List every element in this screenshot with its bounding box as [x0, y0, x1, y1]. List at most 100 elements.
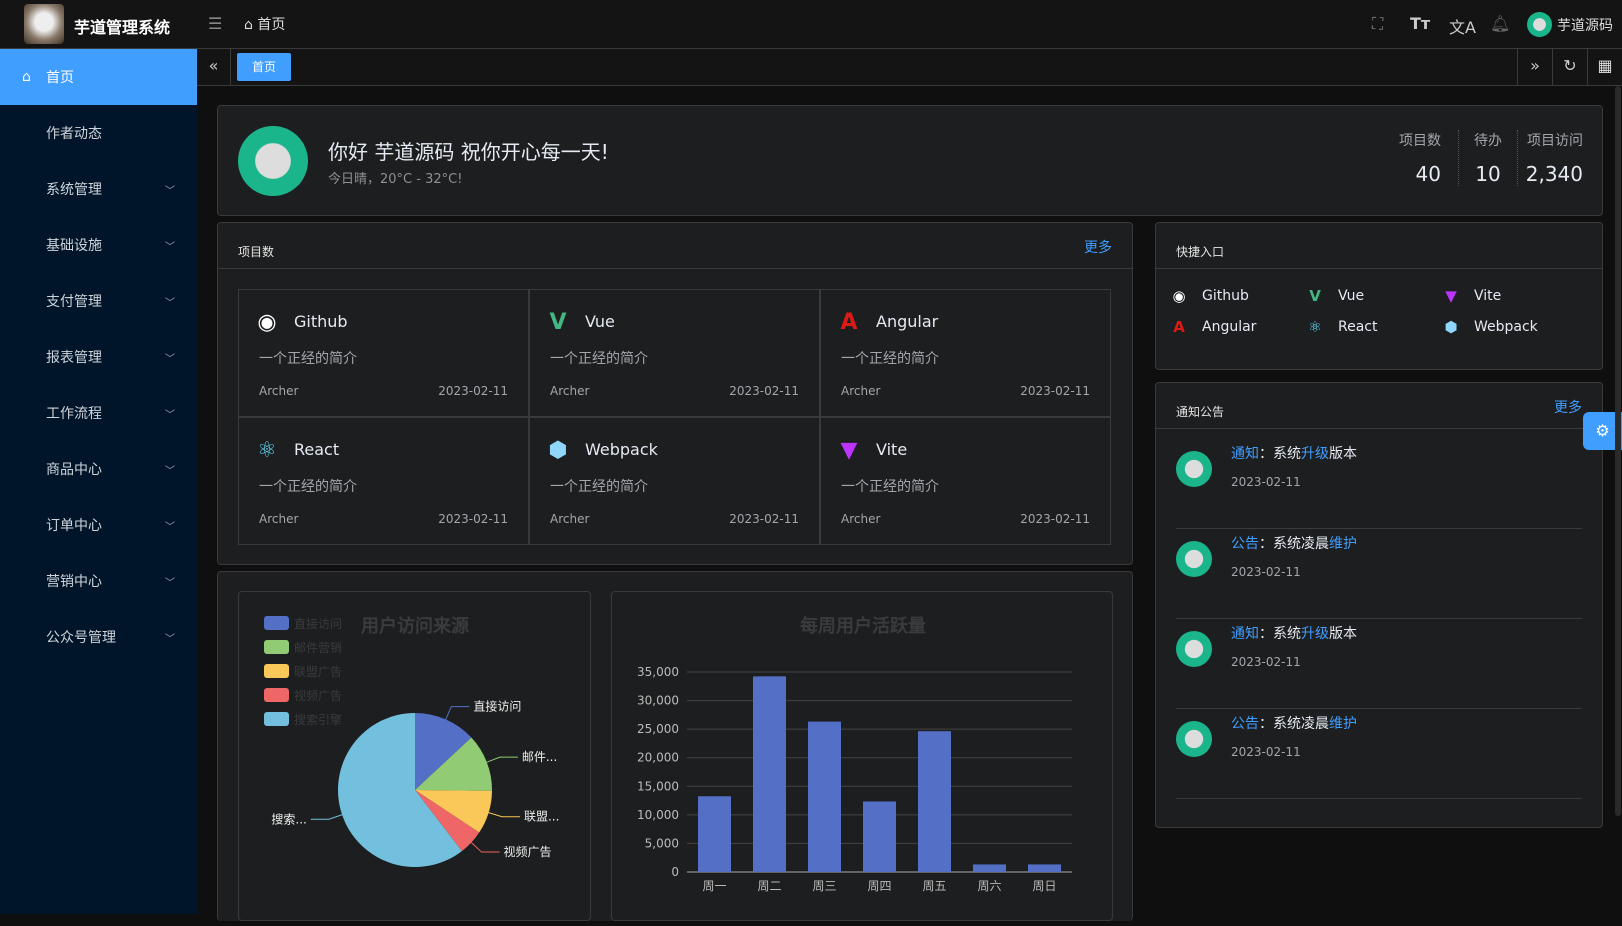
quick-link-vite[interactable]: ▼ Vite [1442, 287, 1501, 305]
bar[interactable] [753, 676, 786, 872]
pie-slice-label: 视频广告 [504, 844, 552, 859]
project-desc: 一个正经的简介 [259, 351, 357, 367]
font-size-icon[interactable]: Tт [1410, 14, 1431, 33]
menu-toggle-icon[interactable]: ☰ [208, 14, 223, 33]
refresh-icon[interactable]: ↻ [1552, 49, 1587, 85]
sidebar-item-label: 订单中心 [46, 518, 102, 534]
chevron-down-icon: ﹀ [165, 521, 175, 533]
translate-icon[interactable]: 文A [1449, 18, 1476, 37]
notice-more-link[interactable]: 更多 [1554, 400, 1582, 416]
pie-slice-label: 联盟... [524, 810, 559, 824]
sidebar-item-label: 营销中心 [46, 574, 102, 590]
legend-swatch[interactable] [264, 640, 289, 654]
pie-slice[interactable] [415, 737, 492, 791]
quick-link-webpack[interactable]: ⬢ Webpack [1442, 318, 1537, 336]
project-card-github[interactable]: ◉ Github 一个正经的简介 Archer 2023-02-11 [238, 289, 529, 417]
notice-text-pre: ：系统凌晨 [1259, 716, 1329, 732]
sidebar-item-infra[interactable]: 基础设施 ﹀ [0, 217, 197, 273]
bar[interactable] [808, 721, 841, 872]
notice-type[interactable]: 通知 [1231, 626, 1259, 642]
notice-text-pre: ：系统凌晨 [1259, 536, 1329, 552]
grid-menu-icon[interactable]: ▦ [1587, 49, 1622, 85]
pie-slice[interactable] [415, 790, 492, 833]
github-icon: ◉ [1172, 287, 1186, 305]
sidebar-item-order[interactable]: 订单中心 ﹀ [0, 497, 197, 553]
notice-type[interactable]: 通知 [1231, 446, 1259, 462]
scroll-right-icon[interactable]: » [1517, 49, 1552, 85]
legend-swatch[interactable] [264, 664, 289, 678]
user-name[interactable]: 芋道源码 [1557, 18, 1613, 34]
quick-link-label: Angular [1202, 319, 1257, 335]
sidebar-item-marketing[interactable]: 营销中心 ﹀ [0, 553, 197, 609]
y-tick-label: 35,000 [637, 665, 679, 679]
scrollbar[interactable] [1615, 86, 1621, 816]
stat-label: 待办 [1474, 133, 1502, 149]
bar[interactable] [973, 864, 1006, 872]
projects-more-link[interactable]: 更多 [1084, 240, 1112, 256]
y-tick-label: 0 [671, 865, 679, 879]
vue-icon: V [1309, 287, 1321, 305]
home-icon: ⌂ [244, 17, 253, 33]
project-card-vue[interactable]: V Vue 一个正经的简介 Archer 2023-02-11 [529, 289, 820, 417]
sidebar-item-label: 系统管理 [46, 182, 102, 198]
sidebar-item-home[interactable]: ⌂ 首页 [0, 49, 197, 105]
pie-slice[interactable] [338, 713, 462, 867]
project-name: Angular [876, 312, 939, 331]
sidebar-item-author[interactable]: 作者动态 [0, 105, 197, 161]
sidebar-item-workflow[interactable]: 工作流程 ﹀ [0, 385, 197, 441]
legend-swatch[interactable] [264, 688, 289, 702]
y-tick-label: 20,000 [637, 751, 679, 765]
project-card-vite[interactable]: ▼ Vite 一个正经的简介 Archer 2023-02-11 [820, 417, 1111, 545]
sidebar-item-pay[interactable]: 支付管理 ﹀ [0, 273, 197, 329]
breadcrumb[interactable]: ⌂ 首页 [244, 14, 285, 34]
legend-label[interactable]: 搜索引擎 [294, 712, 342, 727]
fullscreen-icon[interactable]: ⛶ [1372, 14, 1384, 33]
stat-value: 10 [1475, 162, 1501, 186]
y-tick-label: 10,000 [637, 808, 679, 822]
weather: 今日晴，20°C - 32°C! [328, 172, 463, 187]
notice-type[interactable]: 公告 [1231, 716, 1259, 732]
collapse-left-icon[interactable]: « [197, 49, 231, 85]
notice-item[interactable]: 公告：系统凌晨维护 2023-02-11 [1176, 529, 1582, 619]
notice-item[interactable]: 公告：系统凌晨维护 2023-02-11 [1176, 709, 1582, 799]
legend-label[interactable]: 视频广告 [294, 688, 342, 703]
bar[interactable] [698, 796, 731, 872]
legend-swatch[interactable] [264, 616, 289, 630]
sidebar-item-mp[interactable]: 公众号管理 ﹀ [0, 609, 197, 665]
tab-bar: « 首页 » ↻ ▦ [197, 49, 1622, 86]
notice-type[interactable]: 公告 [1231, 536, 1259, 552]
bar[interactable] [863, 801, 896, 872]
bar[interactable] [1028, 864, 1061, 872]
quick-link-vue[interactable]: V Vue [1306, 287, 1364, 305]
pie-slice[interactable] [415, 790, 480, 852]
quick-link-react[interactable]: ⚛ React [1306, 318, 1377, 336]
chevron-down-icon: ﹀ [165, 353, 175, 365]
pie-slice[interactable] [415, 713, 472, 790]
project-card-react[interactable]: ⚛ React 一个正经的简介 Archer 2023-02-11 [238, 417, 529, 545]
logo[interactable] [24, 4, 64, 44]
sidebar-item-product[interactable]: 商品中心 ﹀ [0, 441, 197, 497]
quick-link-github[interactable]: ◉ Github [1170, 287, 1248, 305]
notice-item[interactable]: 通知：系统升级版本 2023-02-11 [1176, 439, 1582, 529]
project-card-angular[interactable]: A Angular 一个正经的简介 Archer 2023-02-11 [820, 289, 1111, 417]
sidebar-item-system[interactable]: 系统管理 ﹀ [0, 161, 197, 217]
legend-label[interactable]: 联盟广告 [294, 665, 342, 679]
notice-item[interactable]: 通知：系统升级版本 2023-02-11 [1176, 619, 1582, 709]
legend-swatch[interactable] [264, 712, 289, 726]
notice-text: 公告：系统凌晨维护 [1231, 713, 1357, 733]
bar[interactable] [918, 731, 951, 872]
legend-label[interactable]: 邮件营销 [294, 641, 342, 655]
legend-label[interactable]: 直接访问 [294, 616, 342, 631]
greeting: 你好 芋道源码 祝你开心每一天! [328, 140, 609, 164]
sidebar-item-report[interactable]: 报表管理 ﹀ [0, 329, 197, 385]
pie-title: 用户访问来源 [361, 615, 469, 637]
bell-icon[interactable]: 🔔︎ [1490, 14, 1511, 33]
welcome-avatar [238, 126, 308, 196]
y-tick-label: 5,000 [645, 836, 679, 850]
quick-link-angular[interactable]: A Angular [1170, 318, 1256, 336]
chevron-down-icon: ﹀ [165, 633, 175, 645]
react-icon: ⚛ [257, 437, 277, 463]
user-avatar[interactable] [1527, 12, 1552, 37]
project-card-webpack[interactable]: ⬢ Webpack 一个正经的简介 Archer 2023-02-11 [529, 417, 820, 545]
tab-home[interactable]: 首页 [237, 53, 291, 81]
